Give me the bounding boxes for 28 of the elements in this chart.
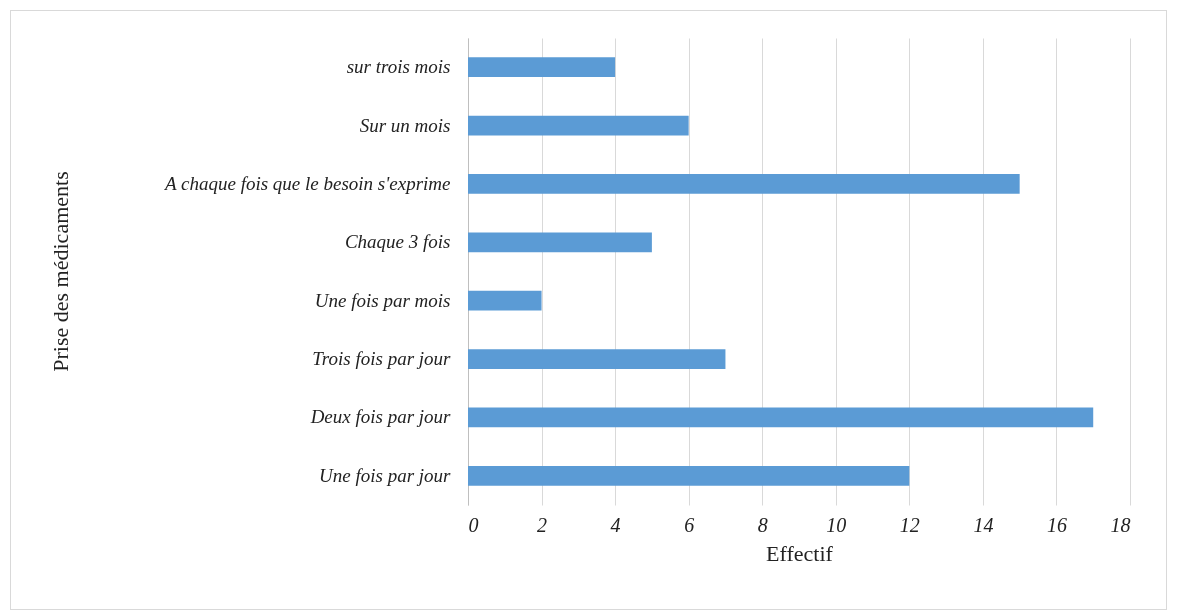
x-tick-label: 8 xyxy=(757,513,768,536)
y-tick-label: Sur un mois xyxy=(359,114,451,136)
y-tick-label: Une fois par jour xyxy=(319,464,452,486)
bar xyxy=(468,407,1094,428)
bar xyxy=(468,349,726,369)
y-tick-label: Deux fois par jour xyxy=(309,406,452,428)
x-tick-label: 18 xyxy=(1110,513,1131,536)
x-axis-title: Effectif xyxy=(766,540,834,566)
bar xyxy=(468,465,910,486)
y-tick-label: A chaque fois que le besoin s'exprime xyxy=(163,172,451,194)
x-tick-label: 14 xyxy=(973,513,994,536)
x-tick-label: 6 xyxy=(684,513,695,536)
bar xyxy=(468,290,542,311)
bar xyxy=(468,57,616,78)
y-axis-title: Prise des médicaments xyxy=(47,171,73,372)
bar xyxy=(468,174,1020,194)
x-tick-label: 12 xyxy=(899,513,920,536)
x-tick-label: 2 xyxy=(537,513,548,536)
x-tick-label: 16 xyxy=(1046,513,1067,536)
bar xyxy=(468,232,652,253)
x-tick-label: 0 xyxy=(468,513,479,536)
x-tick-label: 10 xyxy=(826,513,847,536)
y-tick-label: Chaque 3 fois xyxy=(344,231,451,253)
y-tick-label: Une fois par mois xyxy=(314,289,451,311)
x-tick-label: 4 xyxy=(610,513,621,536)
y-tick-label: Trois fois par jour xyxy=(312,348,452,370)
y-tick-label: sur trois mois xyxy=(346,56,451,78)
bar xyxy=(468,115,689,136)
